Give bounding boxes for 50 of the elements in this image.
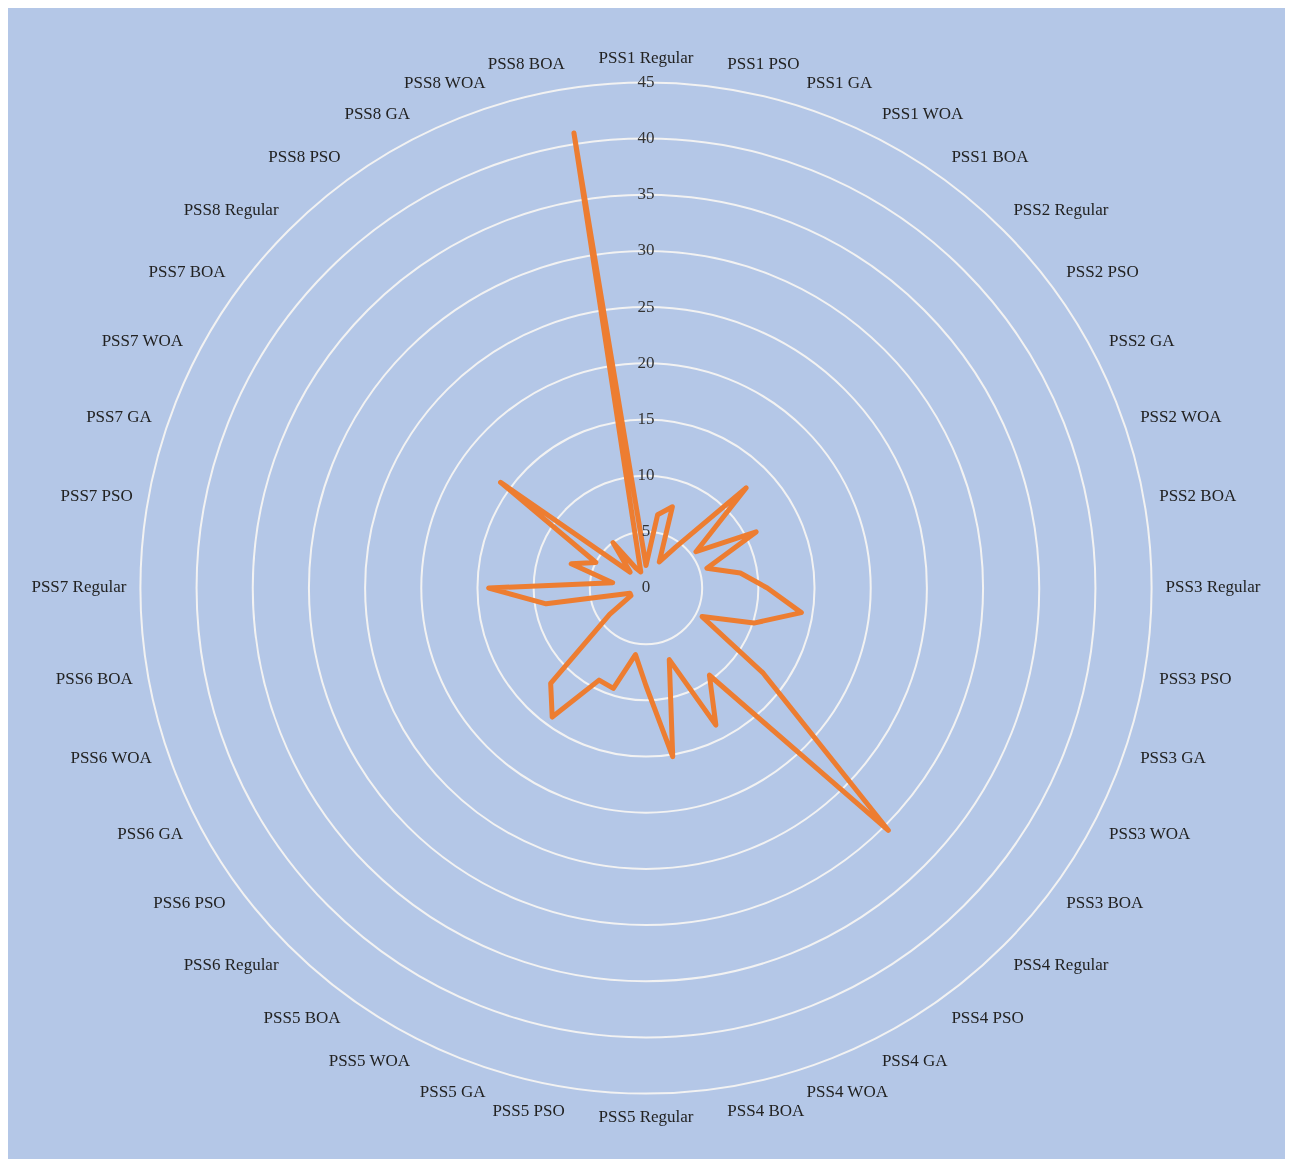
spoke-label: PSS3 Regular xyxy=(1165,577,1261,597)
y-tick-label: 40 xyxy=(637,128,655,148)
spoke-label: PSS5 BOA xyxy=(263,1008,342,1028)
spoke-label: PSS1 WOA xyxy=(881,104,965,124)
spoke-label: PSS4 PSO xyxy=(951,1008,1024,1028)
y-tick-label: 0 xyxy=(641,577,651,597)
spoke-label: PSS6 WOA xyxy=(70,748,153,768)
y-tick-label: 45 xyxy=(637,71,655,91)
y-tick-label: 10 xyxy=(637,465,655,485)
spoke-label: PSS3 WOA xyxy=(1108,823,1192,843)
spoke-label: PSS3 BOA xyxy=(1066,893,1145,913)
spoke-label: PSS5 GA xyxy=(419,1081,487,1101)
spoke-label: PSS7 GA xyxy=(86,406,153,426)
spoke-label: PSS8 PSO xyxy=(268,146,341,166)
spoke-label: PSS8 WOA xyxy=(404,73,487,93)
spoke-label: PSS4 WOA xyxy=(806,1081,889,1101)
spoke-label: PSS1 BOA xyxy=(951,146,1030,166)
spoke-label: PSS4 BOA xyxy=(727,1100,806,1120)
spoke-label: PSS1 PSO xyxy=(727,54,800,74)
y-tick-label: 15 xyxy=(637,408,655,428)
spoke-label: PSS6 Regular xyxy=(183,955,279,975)
y-tick-label: 5 xyxy=(641,521,651,541)
spoke-label: PSS4 GA xyxy=(881,1050,949,1070)
spoke-label: PSS3 GA xyxy=(1140,748,1207,768)
spoke-label: PSS8 BOA xyxy=(487,54,566,74)
spoke-label: PSS2 PSO xyxy=(1066,261,1139,281)
y-tick-label: 20 xyxy=(637,352,655,372)
spoke-label: PSS7 PSO xyxy=(60,485,133,505)
spoke-label: PSS1 GA xyxy=(806,73,873,93)
spoke-label: PSS2 WOA xyxy=(1140,406,1223,426)
spoke-label: PSS5 PSO xyxy=(492,1100,565,1120)
spoke-label: PSS3 PSO xyxy=(1159,668,1232,688)
spoke-label: PSS7 WOA xyxy=(101,331,184,351)
spoke-label: PSS7 Regular xyxy=(31,577,127,597)
spoke-label: PSS6 PSO xyxy=(153,893,226,913)
spoke-label: PSS2 Regular xyxy=(1013,199,1109,219)
spoke-label: PSS6 BOA xyxy=(55,668,134,688)
spoke-label: PSS6 GA xyxy=(117,823,184,843)
y-tick-label: 30 xyxy=(637,240,655,260)
spoke-label: PSS8 Regular xyxy=(183,199,279,219)
spoke-label: PSS4 Regular xyxy=(1013,955,1109,975)
spoke-label: PSS8 GA xyxy=(344,104,411,124)
spoke-label: PSS2 BOA xyxy=(1159,485,1237,505)
spoke-label: PSS7 BOA xyxy=(148,261,227,281)
y-tick-label: 25 xyxy=(637,296,655,316)
spoke-label: PSS5 WOA xyxy=(328,1050,411,1070)
y-tick-label: 35 xyxy=(637,184,655,204)
spoke-label: PSS1 Regular xyxy=(598,47,694,67)
spoke-label: PSS2 GA xyxy=(1108,331,1176,351)
spoke-label: PSS5 Regular xyxy=(598,1107,694,1127)
